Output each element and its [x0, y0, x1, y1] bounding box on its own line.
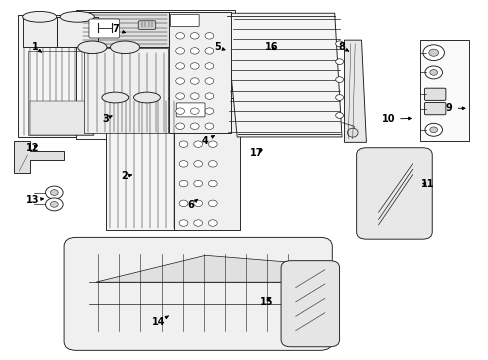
Ellipse shape: [78, 41, 107, 54]
Circle shape: [193, 161, 202, 167]
Ellipse shape: [346, 128, 357, 137]
Polygon shape: [96, 255, 298, 282]
Circle shape: [204, 78, 213, 84]
Circle shape: [335, 41, 343, 46]
Circle shape: [208, 200, 217, 207]
FancyBboxPatch shape: [138, 21, 156, 30]
FancyBboxPatch shape: [424, 88, 445, 100]
Circle shape: [208, 141, 217, 147]
Text: 10: 10: [381, 114, 410, 124]
Text: 4: 4: [202, 136, 214, 145]
Circle shape: [50, 202, 58, 207]
Circle shape: [208, 161, 217, 167]
FancyBboxPatch shape: [170, 14, 199, 27]
Circle shape: [45, 198, 63, 211]
Text: 13: 13: [25, 195, 43, 205]
Circle shape: [208, 220, 217, 226]
Circle shape: [204, 48, 213, 54]
Circle shape: [193, 141, 202, 147]
Circle shape: [335, 113, 343, 118]
Circle shape: [335, 77, 343, 82]
Polygon shape: [224, 13, 341, 137]
Ellipse shape: [133, 92, 160, 103]
Circle shape: [204, 108, 213, 114]
Polygon shape: [168, 12, 230, 134]
Circle shape: [179, 200, 187, 207]
Circle shape: [335, 95, 343, 100]
Circle shape: [175, 33, 184, 39]
Polygon shape: [30, 101, 93, 135]
Polygon shape: [105, 98, 176, 230]
Polygon shape: [22, 17, 57, 47]
Polygon shape: [173, 98, 239, 230]
Text: 6: 6: [187, 199, 197, 210]
Circle shape: [193, 200, 202, 207]
Text: 8: 8: [338, 42, 348, 52]
Circle shape: [422, 45, 444, 60]
Polygon shape: [83, 48, 167, 134]
Polygon shape: [14, 140, 64, 173]
FancyBboxPatch shape: [424, 103, 445, 115]
Text: 16: 16: [264, 42, 278, 52]
Circle shape: [424, 123, 442, 136]
Ellipse shape: [110, 41, 140, 54]
Text: 14: 14: [152, 316, 168, 327]
Circle shape: [175, 93, 184, 99]
FancyBboxPatch shape: [64, 237, 331, 350]
Circle shape: [429, 127, 437, 133]
Ellipse shape: [22, 12, 57, 22]
Text: 17: 17: [249, 148, 263, 158]
Polygon shape: [344, 40, 366, 142]
Circle shape: [204, 93, 213, 99]
FancyBboxPatch shape: [356, 148, 431, 239]
Circle shape: [204, 33, 213, 39]
Circle shape: [190, 123, 199, 130]
Polygon shape: [81, 12, 168, 47]
Circle shape: [335, 59, 343, 64]
Circle shape: [190, 33, 199, 39]
Text: 9: 9: [445, 103, 464, 113]
FancyBboxPatch shape: [176, 103, 204, 117]
Circle shape: [190, 93, 199, 99]
FancyBboxPatch shape: [281, 261, 339, 347]
Text: 1: 1: [31, 42, 41, 52]
Circle shape: [175, 78, 184, 84]
Circle shape: [179, 220, 187, 226]
Circle shape: [179, 161, 187, 167]
Circle shape: [45, 186, 63, 199]
FancyBboxPatch shape: [419, 40, 468, 140]
Polygon shape: [76, 10, 234, 139]
Polygon shape: [18, 15, 101, 137]
Circle shape: [175, 123, 184, 130]
Circle shape: [424, 66, 442, 79]
Circle shape: [175, 48, 184, 54]
Text: 5: 5: [214, 42, 224, 52]
Polygon shape: [57, 17, 98, 47]
Circle shape: [204, 123, 213, 130]
Text: 7: 7: [112, 24, 125, 35]
Circle shape: [179, 141, 187, 147]
Circle shape: [179, 180, 187, 187]
Circle shape: [50, 190, 58, 195]
Text: 11: 11: [420, 179, 433, 189]
Circle shape: [190, 78, 199, 84]
Text: 12: 12: [25, 143, 39, 153]
Text: 15: 15: [259, 297, 273, 307]
Text: 3: 3: [102, 114, 112, 124]
Circle shape: [193, 180, 202, 187]
Circle shape: [208, 180, 217, 187]
Circle shape: [429, 69, 437, 75]
Circle shape: [190, 63, 199, 69]
Circle shape: [175, 63, 184, 69]
Text: 2: 2: [122, 171, 131, 181]
Ellipse shape: [102, 92, 128, 103]
FancyBboxPatch shape: [89, 19, 120, 38]
Circle shape: [190, 48, 199, 54]
Circle shape: [193, 220, 202, 226]
Circle shape: [428, 49, 438, 56]
Circle shape: [190, 108, 199, 114]
Circle shape: [204, 63, 213, 69]
Circle shape: [175, 108, 184, 114]
Ellipse shape: [60, 12, 94, 22]
